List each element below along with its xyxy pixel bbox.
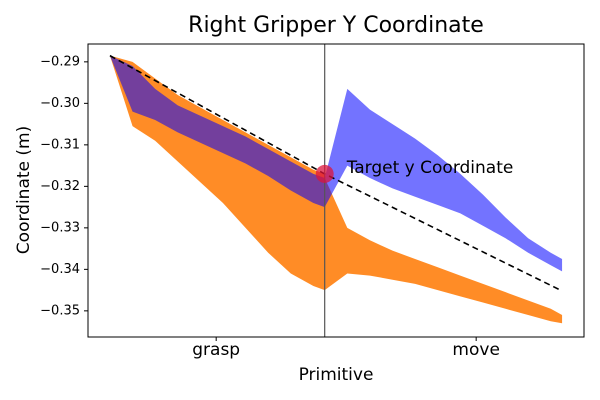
band: [109, 55, 563, 324]
x-tick-label: grasp: [192, 340, 240, 360]
chart-title: Right Gripper Y Coordinate: [188, 13, 484, 38]
y-tick-label: −0.32: [40, 179, 80, 194]
y-axis-label: Coordinate (m): [14, 126, 34, 254]
plot-frame: [87, 43, 585, 338]
y-tick-label: −0.29: [40, 54, 80, 69]
x-axis-label: Primitive: [299, 365, 374, 385]
x-tick-label: move: [452, 340, 499, 360]
y-tick-label: −0.35: [40, 303, 80, 318]
band: [109, 55, 563, 272]
y-tick-label: −0.33: [40, 220, 80, 235]
target-point: [315, 164, 334, 183]
annotation: Target y Coordinate: [346, 158, 514, 178]
y-tick-label: −0.34: [40, 262, 80, 277]
y-tick-label: −0.31: [40, 137, 80, 152]
y-tick-label: −0.30: [40, 96, 80, 111]
